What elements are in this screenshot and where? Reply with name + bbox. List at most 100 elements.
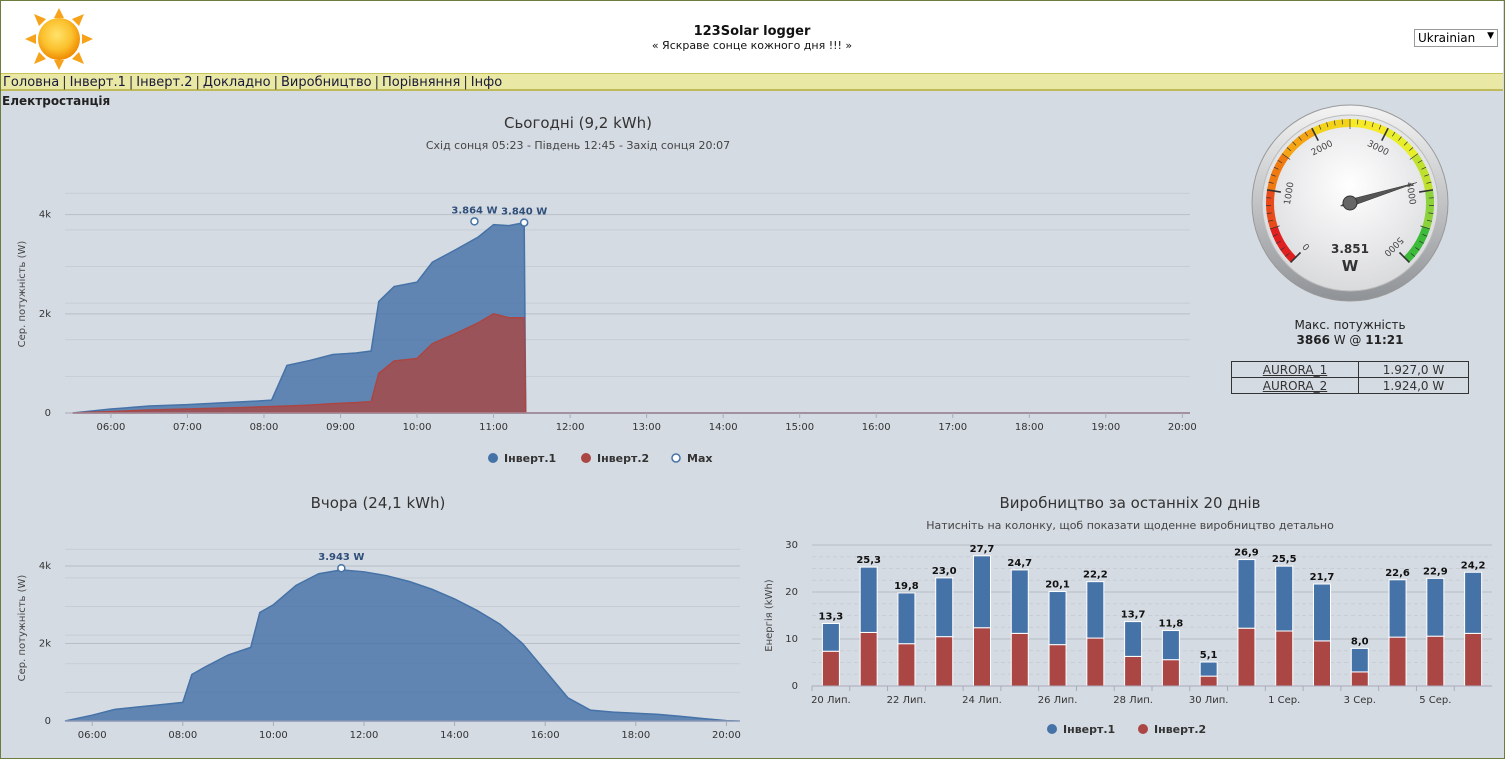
y-tick-label: 2k	[39, 639, 51, 650]
bar-inverter1	[821, 622, 840, 652]
x-tick-label: 20:00	[712, 730, 741, 741]
y-tick-label: 4k	[39, 561, 51, 572]
bar-inverter1	[1124, 621, 1143, 657]
x-tick-label: 09:00	[326, 422, 355, 433]
gauge-tick	[1298, 136, 1302, 141]
x-tick-label: 20:00	[1168, 422, 1197, 433]
gauge-tick	[1371, 122, 1374, 128]
bar-inverter1	[1313, 583, 1331, 642]
bar-total-label: 24,7	[1007, 558, 1032, 569]
bar-total-label: 11,8	[1159, 619, 1184, 630]
max-power-label: Макс. потужність	[1294, 318, 1406, 332]
max-power-unit: W @	[1333, 333, 1362, 347]
bar-inverter1	[859, 566, 878, 633]
gauge-tick	[1266, 189, 1281, 193]
gauge-needle	[1339, 182, 1418, 207]
bar-inverter1	[935, 577, 954, 638]
gauge-tick	[1419, 189, 1434, 193]
inverter-name-link[interactable]: AURORA_1	[1231, 361, 1359, 378]
days-chart[interactable]: 0 10 20 30 Енергія (kWh) 13,3 20 Лип. 25,3 19,8 2…	[750, 533, 1500, 755]
gauge-color-band	[1267, 153, 1289, 192]
gauge-tick	[1364, 120, 1367, 126]
gauge-tick	[1267, 219, 1273, 222]
gauge-color-band	[1411, 153, 1433, 192]
x-tick-label: 5 Сер.	[1419, 695, 1451, 706]
x-tick-label: 22 Лип.	[887, 695, 927, 706]
y-tick-label: 0	[45, 716, 51, 727]
x-tick-label: 11:00	[479, 422, 508, 433]
gauge-tick	[1424, 174, 1430, 177]
max-point	[519, 218, 529, 227]
inverter-power: 1.927,0 W	[1358, 361, 1469, 378]
bar-inverter2	[1388, 636, 1407, 687]
max-power-time: 11:21	[1365, 333, 1404, 347]
x-tick-label: 15:00	[785, 422, 814, 433]
gauge-unit: W	[1342, 257, 1359, 275]
bar-inverter2	[1275, 630, 1294, 687]
yesterday-chart[interactable]: 0 2k 4k Сер. потужність (W) 06:00 08:00 10:00 1…	[0, 520, 750, 755]
gauge-value: 3.851	[1331, 242, 1369, 256]
max-power-info: Макс. потужність 3866 W @ 11:21	[1260, 318, 1440, 348]
bar-inverter1	[1010, 569, 1029, 634]
legend-label: Інверт.2	[597, 452, 649, 465]
y-axis-label: Сер. потужність (W)	[16, 575, 28, 682]
bar-total-label: 25,3	[856, 555, 881, 566]
x-tick-label: 24 Лип.	[962, 695, 1002, 706]
bar-inverter1	[1199, 661, 1218, 677]
gauge-tick	[1426, 181, 1432, 184]
bar-total-label: 13,3	[819, 611, 844, 622]
bar-total-label: 24,2	[1461, 560, 1486, 571]
bar-inverter2	[897, 643, 916, 687]
x-tick-label: 30 Лип.	[1189, 695, 1229, 706]
nav-item-inverter1[interactable]: Інверт.1	[69, 75, 126, 90]
gauge-tick	[1292, 141, 1297, 146]
today-chart[interactable]: 0 2k 4k Сер. потужність (W) 06:00 07:00 08:00 0…	[0, 160, 1200, 475]
max-point	[470, 217, 479, 226]
gauge-tick-label: 1000	[1283, 181, 1297, 205]
gauge-tick	[1398, 251, 1410, 263]
language-select[interactable]: Ukrainian ▼	[1414, 29, 1498, 47]
nav-item-info[interactable]: Інфо	[470, 75, 503, 90]
bar-total-label: 13,7	[1121, 610, 1146, 621]
nav-item-home[interactable]: Головна	[3, 75, 60, 90]
bar-total-label: 19,8	[894, 581, 919, 592]
x-tick-label: 10:00	[403, 422, 432, 433]
x-tick-label: 08:00	[250, 422, 279, 433]
bar-inverter2	[1161, 659, 1180, 687]
x-tick-label: 19:00	[1091, 422, 1120, 433]
nav-item-comparison[interactable]: Порівняння	[381, 75, 461, 90]
x-tick-label: 06:00	[78, 730, 107, 741]
bar-total-label: 27,7	[970, 544, 995, 555]
x-tick-label: 28 Лип.	[1113, 695, 1153, 706]
max-label: 3.840 W	[501, 207, 547, 218]
bar-inverter1	[897, 592, 916, 645]
series-area-inverter2	[72, 313, 1190, 414]
gauge-tick	[1403, 141, 1408, 146]
x-tick-label: 3 Сер.	[1344, 695, 1376, 706]
bar-inverter2	[1124, 655, 1143, 687]
bar-inverter2	[821, 650, 840, 687]
site-title: 123Solar logger	[693, 24, 811, 39]
gauge-tick-label: 0	[1301, 240, 1312, 251]
y-tick-label: 20	[785, 587, 798, 598]
x-tick-label: 16:00	[862, 422, 891, 433]
bar-total-label: 8,0	[1351, 636, 1369, 647]
sun-logo-icon	[25, 8, 93, 70]
nav-item-details[interactable]: Докладно	[202, 75, 271, 90]
gauge-tick	[1415, 247, 1420, 251]
inverter-name-link[interactable]: AURORA_2	[1231, 377, 1359, 394]
gauge-tick	[1421, 166, 1427, 170]
x-tick-label: 10:00	[259, 730, 288, 741]
x-tick-label: 18:00	[1015, 422, 1044, 433]
gauge-tick	[1280, 247, 1285, 251]
x-tick-label: 12:00	[556, 422, 585, 433]
gauge-tick	[1427, 219, 1433, 222]
y-tick-label: 4k	[39, 210, 51, 221]
nav-item-inverter2[interactable]: Інверт.2	[136, 75, 193, 90]
gauge-tick	[1270, 225, 1280, 230]
language-select-value: Ukrainian	[1418, 31, 1476, 45]
gauge-tick	[1268, 181, 1274, 184]
nav-item-production[interactable]: Виробництво	[281, 75, 372, 90]
y-axis-label: Енергія (kWh)	[763, 579, 775, 652]
gauge-tick	[1286, 147, 1291, 152]
